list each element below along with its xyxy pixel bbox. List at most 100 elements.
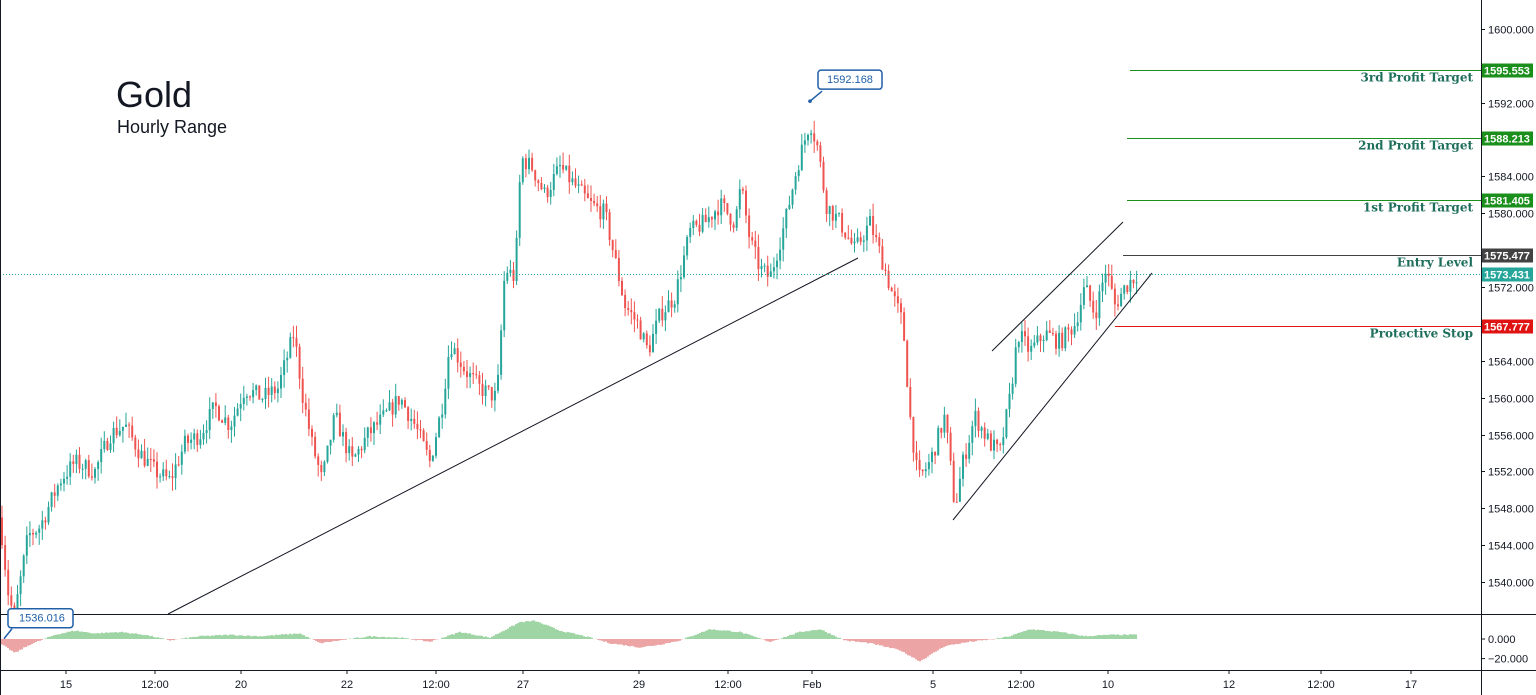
candle-body [125, 424, 127, 427]
candle-body [1014, 347, 1017, 384]
candle-body [493, 390, 496, 401]
candle [943, 406, 946, 439]
candle-body [949, 432, 952, 461]
level-label: 3rd Profit Target [1361, 71, 1474, 85]
oscillator-panel [0, 614, 1536, 662]
candle [723, 194, 726, 212]
candle-body [314, 436, 317, 457]
candle [493, 382, 496, 412]
candle [602, 199, 605, 229]
candle-body [679, 277, 682, 280]
candle-body [252, 390, 255, 398]
candle-body [946, 414, 949, 433]
candle [1135, 270, 1138, 294]
candle-body [552, 173, 555, 190]
candle [168, 470, 171, 479]
candle [661, 296, 664, 327]
candle [351, 437, 354, 467]
candle-body [624, 295, 627, 309]
candle-body [156, 461, 158, 478]
candle [555, 157, 558, 176]
candle-body [183, 435, 186, 452]
candle [896, 287, 899, 313]
candle [1064, 326, 1067, 352]
candle [751, 231, 754, 246]
candle-body [841, 213, 844, 233]
candle-body [1098, 291, 1101, 319]
candle-body [428, 449, 431, 461]
candle [475, 365, 478, 379]
candle [769, 263, 772, 277]
candle [332, 412, 335, 443]
candle-body [980, 427, 983, 431]
candle [38, 524, 41, 545]
candle [989, 430, 992, 452]
candle-body [298, 346, 301, 379]
candle-body [413, 418, 416, 424]
candle [490, 386, 493, 408]
candle [1030, 339, 1033, 361]
candle [469, 366, 472, 389]
candle-body [617, 257, 620, 281]
time-tick-label: 29 [633, 679, 645, 691]
candle-body [199, 439, 202, 445]
candle [100, 437, 103, 474]
candle [698, 214, 701, 237]
candle [47, 501, 50, 525]
candle-body [670, 300, 673, 308]
candle-body [633, 312, 636, 320]
candle-body [896, 296, 899, 304]
candle [924, 462, 927, 478]
candle-body [692, 220, 695, 229]
candle [583, 178, 586, 202]
candle-body [162, 469, 165, 477]
candle-body [190, 439, 193, 443]
candle [614, 239, 617, 260]
candle [965, 443, 968, 467]
candle [441, 403, 444, 429]
candle [568, 154, 571, 194]
candle [869, 209, 871, 226]
candle-body [345, 432, 348, 454]
candle [419, 419, 422, 439]
trendlines-layer [167, 221, 1153, 615]
candle [878, 232, 881, 254]
price-tick-label: 1548.000 [1488, 504, 1534, 516]
candle-body [555, 166, 558, 174]
candle-body [754, 240, 757, 247]
candle [366, 426, 369, 447]
candle [1101, 273, 1104, 302]
price-axis[interactable]: 1600.000 1592.000 1584.000 1580.000 1572.000… [1481, 0, 1534, 695]
candle-body [927, 462, 930, 470]
candle [177, 456, 180, 467]
candle [453, 342, 456, 355]
candle [971, 420, 974, 456]
candle [704, 208, 707, 223]
candle-body [831, 206, 834, 221]
candle-body [258, 385, 261, 400]
current-price-badge [1481, 267, 1533, 282]
candle [109, 435, 112, 453]
callout-pointer [3, 628, 13, 640]
candle [844, 232, 847, 240]
candle [1089, 284, 1092, 307]
candle [1086, 275, 1088, 288]
level-label: 1st Profit Target [1363, 201, 1474, 215]
candle [546, 184, 549, 203]
candle-body [283, 360, 286, 376]
candle [239, 393, 242, 422]
candle-body [1061, 332, 1064, 349]
candle [754, 231, 757, 260]
candle-body [1064, 327, 1067, 349]
candle [286, 351, 289, 373]
candle [500, 324, 503, 380]
candle [472, 362, 475, 385]
candle-body [450, 354, 453, 358]
candle [59, 478, 62, 491]
candle-body [593, 200, 596, 204]
candle-body [407, 407, 410, 421]
candle-body [87, 460, 90, 477]
candle [977, 407, 980, 438]
